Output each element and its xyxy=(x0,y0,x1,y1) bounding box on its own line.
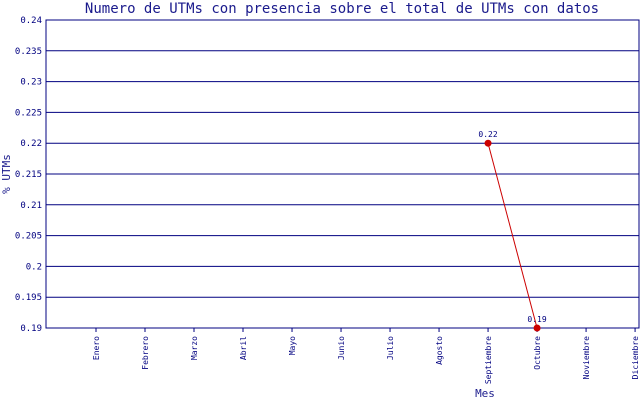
y-axis-ticks: 0.19 0.195 0.2 0.205 0.21 0.215 0.22 0.225 0.23 0… xyxy=(15,16,42,334)
data-point xyxy=(484,139,492,147)
series-group: 0.22 0.19 xyxy=(478,130,547,332)
x-axis-label: Mes xyxy=(475,387,495,400)
y-tick-label: 0.225 xyxy=(15,108,42,118)
x-tick-label: Noviembre xyxy=(582,336,591,380)
x-tick-label: Septiembre xyxy=(484,336,493,384)
x-tick-label: Junio xyxy=(337,336,346,360)
y-axis-label: % UTMs xyxy=(0,154,13,194)
x-tick-label: Abril xyxy=(239,336,248,360)
x-tick-label: Diciembre xyxy=(631,336,640,380)
y-tick-label: 0.19 xyxy=(20,324,42,334)
y-tick-label: 0.24 xyxy=(20,16,42,26)
data-point xyxy=(533,324,541,332)
x-tick-label: Febrero xyxy=(141,336,150,370)
y-tick-label: 0.23 xyxy=(20,78,42,88)
y-tick-label: 0.235 xyxy=(15,47,42,57)
gridlines xyxy=(45,19,640,329)
series-line xyxy=(487,143,538,329)
y-tick-label: 0.21 xyxy=(20,201,42,211)
x-tick-label: Marzo xyxy=(190,336,199,360)
x-tick-label: Agosto xyxy=(435,336,444,365)
x-axis-ticks: Enero Febrero Marzo Abril Mayo Junio Julio Agos… xyxy=(92,328,640,384)
x-tick-label: Mayo xyxy=(288,336,297,355)
y-tick-label: 0.195 xyxy=(15,293,42,303)
x-tick-label: Julio xyxy=(386,336,395,360)
y-tick-label: 0.215 xyxy=(15,170,42,180)
data-label: 0.19 xyxy=(527,315,546,324)
y-tick-label: 0.205 xyxy=(15,232,42,242)
chart-title: Numero de UTMs con presencia sobre el to… xyxy=(85,1,599,17)
data-label: 0.22 xyxy=(478,130,497,139)
y-tick-label: 0.2 xyxy=(26,262,42,272)
y-tick-label: 0.22 xyxy=(20,139,42,149)
x-tick-label: Octubre xyxy=(533,336,542,370)
x-tick-label: Enero xyxy=(92,336,101,360)
